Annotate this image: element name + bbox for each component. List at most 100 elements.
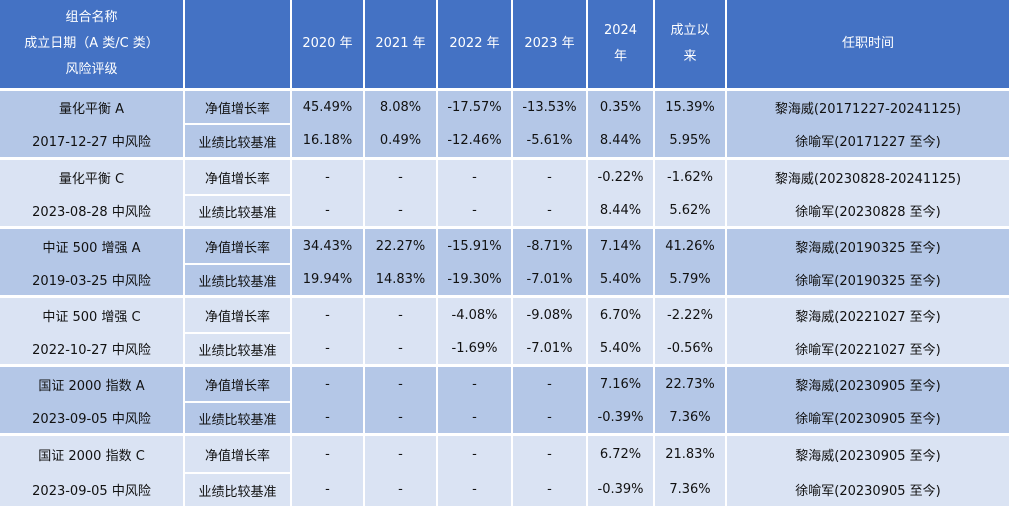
value-since-inception: 7.36% bbox=[654, 473, 726, 506]
header-name-line: 组合名称 bbox=[0, 5, 183, 31]
metric-label: 业绩比较基准 bbox=[184, 124, 291, 159]
metric-label: 净值增长率 bbox=[184, 297, 291, 334]
value-2024: 5.40% bbox=[587, 333, 654, 366]
header-tenure: 任职时间 bbox=[726, 0, 1009, 90]
table-row: 2023-09-05 中风险业绩比较基准-----0.39%7.36%徐喻军(2… bbox=[0, 473, 1009, 506]
value-2023: -9.08% bbox=[512, 297, 587, 334]
value-2024: 6.72% bbox=[587, 435, 654, 474]
value-since-inception: 5.79% bbox=[654, 264, 726, 297]
value-since-inception: 7.36% bbox=[654, 402, 726, 435]
value-2020: - bbox=[291, 435, 364, 474]
value-since-inception: -1.62% bbox=[654, 159, 726, 196]
manager-tenure: 徐喻军(20230828 至今) bbox=[726, 195, 1009, 228]
value-2020: 16.18% bbox=[291, 124, 364, 159]
value-2022: - bbox=[437, 435, 512, 474]
header-metric bbox=[184, 0, 291, 90]
value-2020: 34.43% bbox=[291, 228, 364, 265]
value-2020: - bbox=[291, 402, 364, 435]
fund-name: 量化平衡 C bbox=[0, 159, 184, 196]
fund-name: 中证 500 增强 A bbox=[0, 228, 184, 265]
metric-label: 业绩比较基准 bbox=[184, 333, 291, 366]
manager-tenure: 徐喻军(20230905 至今) bbox=[726, 402, 1009, 435]
value-2021: 8.08% bbox=[364, 90, 437, 125]
metric-label: 业绩比较基准 bbox=[184, 473, 291, 506]
metric-label: 业绩比较基准 bbox=[184, 264, 291, 297]
metric-label: 净值增长率 bbox=[184, 435, 291, 474]
value-2020: 45.49% bbox=[291, 90, 364, 125]
value-2023: -7.01% bbox=[512, 333, 587, 366]
manager-tenure: 黎海威(20230828-20241125) bbox=[726, 159, 1009, 196]
table-row: 2023-09-05 中风险业绩比较基准-----0.39%7.36%徐喻军(2… bbox=[0, 402, 1009, 435]
value-2021: 0.49% bbox=[364, 124, 437, 159]
value-2021: - bbox=[364, 333, 437, 366]
value-since-inception: 5.95% bbox=[654, 124, 726, 159]
value-2021: 22.27% bbox=[364, 228, 437, 265]
value-2020: - bbox=[291, 366, 364, 403]
fund-info: 2023-09-05 中风险 bbox=[0, 402, 184, 435]
value-2023: - bbox=[512, 159, 587, 196]
value-2023: - bbox=[512, 195, 587, 228]
header-name-line: 风险评级 bbox=[0, 57, 183, 83]
value-2024: 0.35% bbox=[587, 90, 654, 125]
value-since-inception: -0.56% bbox=[654, 333, 726, 366]
value-2021: 14.83% bbox=[364, 264, 437, 297]
value-2020: - bbox=[291, 333, 364, 366]
value-2023: - bbox=[512, 366, 587, 403]
header-year-2021: 2021 年 bbox=[364, 0, 437, 90]
value-2021: - bbox=[364, 195, 437, 228]
header-since-line: 成立以 bbox=[655, 18, 725, 44]
manager-tenure: 黎海威(20190325 至今) bbox=[726, 228, 1009, 265]
value-2024: 5.40% bbox=[587, 264, 654, 297]
value-2022: -19.30% bbox=[437, 264, 512, 297]
fund-info: 2022-10-27 中风险 bbox=[0, 333, 184, 366]
value-2022: - bbox=[437, 366, 512, 403]
value-2024: 7.14% bbox=[587, 228, 654, 265]
manager-tenure: 黎海威(20230905 至今) bbox=[726, 435, 1009, 474]
manager-tenure: 徐喻军(20171227 至今) bbox=[726, 124, 1009, 159]
header-fund-name: 组合名称 成立日期（A 类/C 类） 风险评级 bbox=[0, 0, 184, 90]
value-2024: -0.39% bbox=[587, 402, 654, 435]
fund-info: 2023-09-05 中风险 bbox=[0, 473, 184, 506]
value-since-inception: 15.39% bbox=[654, 90, 726, 125]
header-year-2022: 2022 年 bbox=[437, 0, 512, 90]
value-2022: - bbox=[437, 402, 512, 435]
value-since-inception: 22.73% bbox=[654, 366, 726, 403]
manager-tenure: 黎海威(20230905 至今) bbox=[726, 366, 1009, 403]
value-2021: - bbox=[364, 159, 437, 196]
manager-tenure: 徐喻军(20190325 至今) bbox=[726, 264, 1009, 297]
value-since-inception: 41.26% bbox=[654, 228, 726, 265]
metric-label: 业绩比较基准 bbox=[184, 402, 291, 435]
value-2024: -0.39% bbox=[587, 473, 654, 506]
value-2021: - bbox=[364, 473, 437, 506]
header-name-line: 成立日期（A 类/C 类） bbox=[0, 31, 183, 57]
fund-name: 量化平衡 A bbox=[0, 90, 184, 125]
value-2020: - bbox=[291, 195, 364, 228]
value-2022: - bbox=[437, 195, 512, 228]
value-2023: - bbox=[512, 402, 587, 435]
value-2023: - bbox=[512, 473, 587, 506]
header-since-inception: 成立以 来 bbox=[654, 0, 726, 90]
table-row: 2022-10-27 中风险业绩比较基准---1.69%-7.01%5.40%-… bbox=[0, 333, 1009, 366]
value-2023: -13.53% bbox=[512, 90, 587, 125]
value-2022: -15.91% bbox=[437, 228, 512, 265]
value-2020: 19.94% bbox=[291, 264, 364, 297]
value-2020: - bbox=[291, 159, 364, 196]
metric-label: 净值增长率 bbox=[184, 90, 291, 125]
value-2024: -0.22% bbox=[587, 159, 654, 196]
value-2023: - bbox=[512, 435, 587, 474]
header-2024-line: 年 bbox=[588, 44, 653, 70]
value-2024: 7.16% bbox=[587, 366, 654, 403]
header-year-2020: 2020 年 bbox=[291, 0, 364, 90]
table-header-row: 组合名称 成立日期（A 类/C 类） 风险评级 2020 年 2021 年 20… bbox=[0, 0, 1009, 90]
value-since-inception: 21.83% bbox=[654, 435, 726, 474]
manager-tenure: 黎海威(20221027 至今) bbox=[726, 297, 1009, 334]
fund-name: 中证 500 增强 C bbox=[0, 297, 184, 334]
value-2022: -1.69% bbox=[437, 333, 512, 366]
metric-label: 净值增长率 bbox=[184, 159, 291, 196]
value-2022: -17.57% bbox=[437, 90, 512, 125]
